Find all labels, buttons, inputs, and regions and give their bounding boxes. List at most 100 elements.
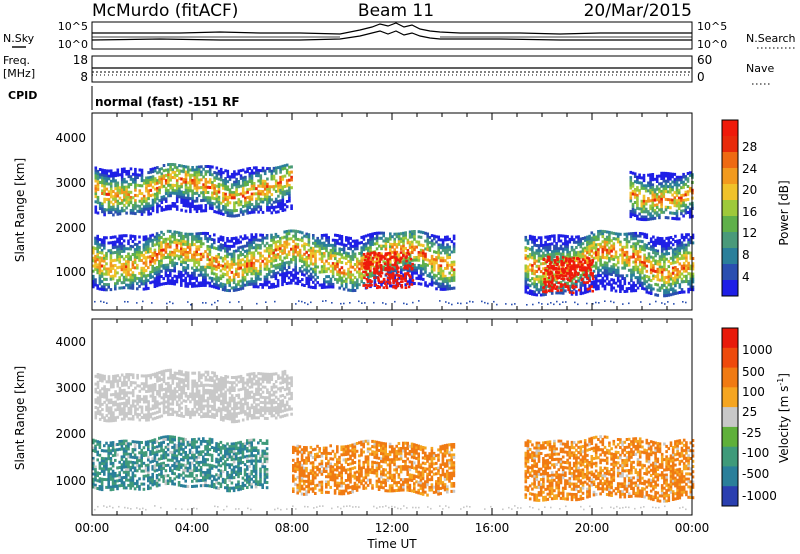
data-cell [408,230,412,234]
data-cell [296,271,300,275]
data-cell [621,287,624,291]
data-cell [96,188,100,192]
data-cell [118,212,122,216]
data-cell [417,274,421,278]
peak-power-cell [565,274,568,278]
data-cell [241,271,245,275]
data-cell [415,269,418,272]
data-cell [564,247,567,251]
data-cell [586,248,589,252]
data-cell [180,234,183,238]
data-cell [233,209,236,213]
data-cell [608,272,611,276]
peak-power-cell [367,256,371,259]
peak-power-cell [589,271,592,275]
peak-power-cell [367,284,370,288]
data-cell [193,271,196,275]
data-cell [171,204,175,208]
data-cell [566,253,569,257]
data-cell [360,259,363,263]
data-cell [380,265,383,269]
data-cell [226,185,230,189]
data-cell [419,230,423,234]
data-cell [217,253,220,256]
data-cell [296,250,300,254]
data-cell [208,196,212,200]
data-cell [314,268,317,271]
data-cell [654,275,657,279]
data-cell [160,180,164,184]
data-cell [422,267,425,271]
data-cell [402,247,405,251]
data-cell [164,250,168,254]
data-cell [94,260,97,264]
data-cell [197,168,201,172]
data-cell [120,265,124,269]
data-cell [687,264,690,268]
data-cell [257,179,260,183]
data-cell [259,233,262,237]
data-cell [686,185,690,188]
data-cell [614,250,618,254]
data-cell [417,258,421,262]
data-cell [136,263,139,267]
data-cell [559,247,563,251]
data-cell [597,279,600,283]
data-cell [629,178,633,182]
data-cell [129,190,133,194]
data-cell [441,269,445,273]
data-cell [314,278,317,282]
data-cell [305,276,308,280]
data-cell [336,270,339,274]
data-cell [217,203,221,207]
data-cell [133,279,137,283]
data-cell [303,242,306,246]
data-cell [682,172,685,176]
data-cell [285,240,289,244]
data-cell [226,198,230,202]
data-cell [422,262,425,266]
data-cell [444,246,447,250]
data-cell [175,168,179,172]
data-cell [553,237,556,240]
data-cell [175,230,179,234]
data-cell [224,244,227,248]
data-cell [660,197,663,201]
data-cell [408,269,412,273]
data-cell [169,258,172,262]
data-cell [120,183,124,187]
data-cell [246,262,249,266]
data-cell [98,277,102,281]
data-cell [397,255,401,259]
data-cell [312,241,315,245]
data-cell [241,286,245,290]
data-cell [274,248,278,252]
data-cell [202,167,205,171]
data-cell [673,196,677,200]
data-cell [109,211,113,214]
data-cell [127,278,130,282]
data-cell [389,242,392,246]
data-cell [105,236,108,240]
data-cell [320,257,324,261]
data-cell [568,240,572,244]
data-cell [210,245,214,249]
data-cell [184,186,188,190]
data-cell [140,259,143,262]
data-cell [131,172,135,176]
data-cell [160,259,163,263]
data-cell [232,281,236,285]
data-cell [433,237,436,241]
data-cell [342,269,346,273]
data-cell [140,176,144,180]
data-cell [599,281,602,285]
data-cell [107,177,111,181]
data-cell [351,265,355,269]
data-cell [244,183,247,187]
data-cell [129,276,132,280]
data-cell [283,243,286,247]
peak-power-cell [383,262,387,265]
data-cell [307,280,311,283]
data-cell [169,255,172,259]
data-cell [640,186,644,190]
